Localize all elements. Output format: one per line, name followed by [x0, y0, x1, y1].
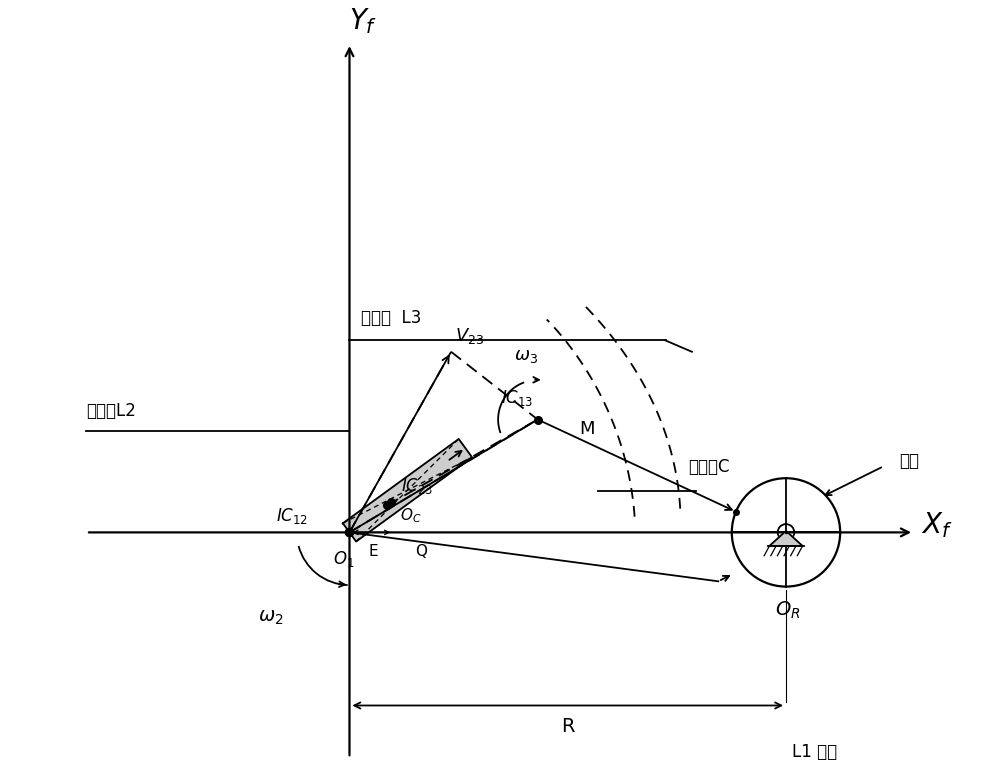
- Text: $\omega_3$: $\omega_3$: [514, 348, 538, 365]
- Text: $Y_f$: $Y_f$: [349, 6, 377, 36]
- Text: $X_f$: $X_f$: [921, 510, 953, 540]
- Text: $IC_{12}$: $IC_{12}$: [276, 506, 308, 526]
- Polygon shape: [769, 531, 803, 546]
- Text: $\omega_2$: $\omega_2$: [258, 608, 283, 627]
- Text: $IC_{13}$: $IC_{13}$: [501, 388, 534, 408]
- Text: $O_C$: $O_C$: [400, 506, 421, 525]
- Text: 摆线轮  L3: 摆线轮 L3: [361, 309, 421, 327]
- Text: L1 针轮: L1 针轮: [792, 743, 837, 761]
- Text: 接触点C: 接触点C: [688, 458, 730, 476]
- Text: 针齿: 针齿: [899, 452, 919, 470]
- Text: E: E: [369, 545, 378, 559]
- Text: R: R: [561, 717, 574, 736]
- Text: $V_{23}$: $V_{23}$: [455, 326, 484, 346]
- Text: $O_R$: $O_R$: [775, 600, 800, 622]
- Text: $IC_{23}$: $IC_{23}$: [401, 476, 433, 497]
- Text: M: M: [579, 420, 595, 438]
- Text: 偏心轴L2: 偏心轴L2: [86, 401, 136, 420]
- Text: Q: Q: [415, 545, 427, 559]
- Text: $O_1$: $O_1$: [333, 549, 354, 569]
- Circle shape: [778, 524, 794, 541]
- Polygon shape: [343, 439, 472, 542]
